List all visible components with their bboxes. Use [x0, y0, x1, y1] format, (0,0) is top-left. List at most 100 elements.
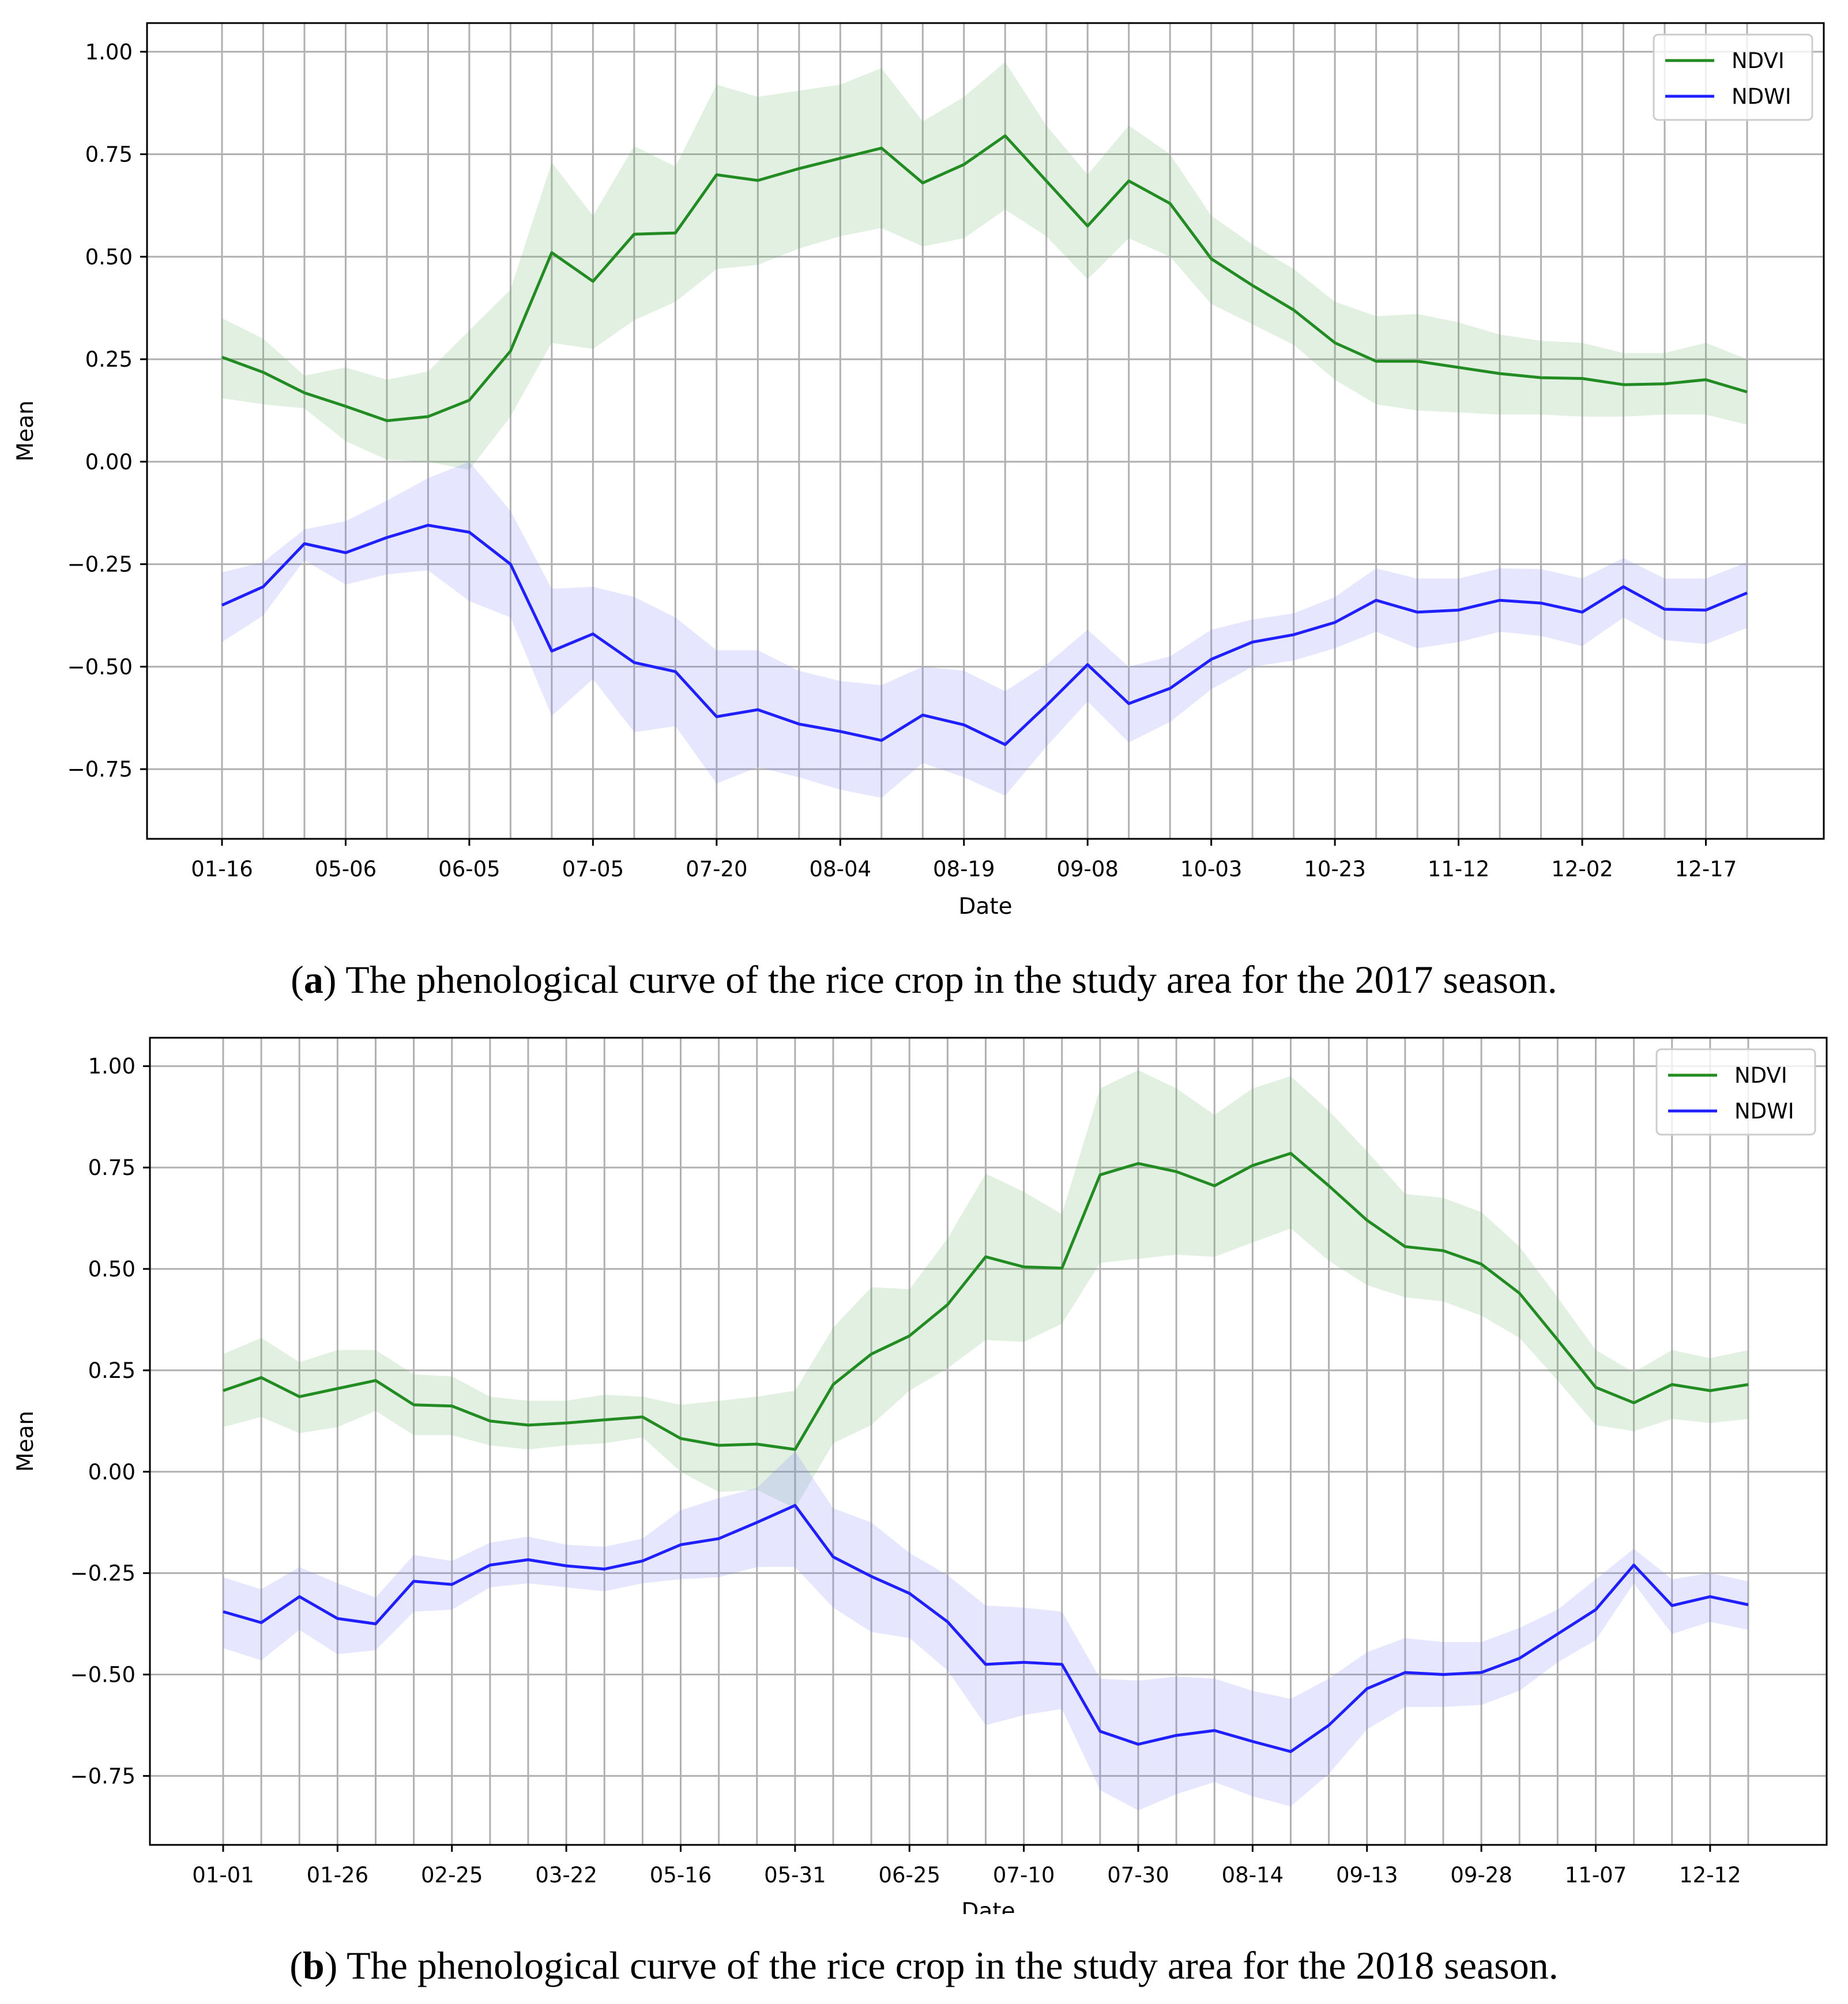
ndwi-confidence-band [223, 1451, 1748, 1811]
x-tick-label: 12-12 [1679, 1863, 1741, 1888]
ndvi-point [1328, 1185, 1329, 1186]
ndvi-point [261, 1377, 262, 1378]
ndvi-point [1252, 1165, 1253, 1166]
ndvi-point [1443, 1250, 1444, 1251]
ndwi-series-line [223, 1504, 1749, 1753]
caption-b: (b) The phenological curve of the rice c… [0, 1943, 1848, 1988]
y-tick-label: −0.75 [67, 757, 133, 782]
legend-box [1653, 33, 1813, 121]
x-tick-label: 05-16 [650, 1863, 712, 1888]
y-axis-label: Mean [13, 1411, 39, 1472]
ndwi-point [909, 1593, 910, 1594]
ndvi-confidence-band [222, 62, 1747, 470]
y-tick-label: −0.50 [67, 654, 133, 679]
ndvi-series-line [221, 134, 1748, 423]
ndwi-point [299, 1596, 300, 1597]
ndwi-point [1046, 705, 1047, 706]
ndwi-point [1748, 1604, 1749, 1605]
ndwi-point [1328, 1725, 1329, 1726]
x-tick-label: 09-08 [1056, 857, 1119, 882]
caption-a-open: ( [291, 958, 304, 1001]
y-tick-label: −0.75 [70, 1764, 136, 1788]
caption-a-text: ) The phenological curve of the rice cro… [323, 958, 1557, 1001]
ndvi-point [947, 1304, 948, 1305]
x-tick-label: 07-20 [686, 857, 748, 882]
ndvi-point [1747, 391, 1748, 392]
x-tick-label: 01-01 [192, 1863, 254, 1888]
y-tick-label: 0.25 [88, 1358, 136, 1383]
ndwi-point [223, 1611, 224, 1612]
x-tick-label: 01-16 [191, 857, 253, 882]
y-tick-label: −0.25 [70, 1561, 136, 1586]
y-tick-label: 0.00 [88, 1460, 136, 1485]
ndwi-point [337, 1618, 338, 1619]
ndwi-point [756, 1522, 757, 1523]
ndwi-point [1519, 1658, 1520, 1659]
ndwi-point [871, 1576, 872, 1577]
panel-a: 1.00 0.75 0.50 0.25 0.00 −0.25 −0.50 −0.75 01-16… [0, 22, 1848, 1003]
x-tick-label: 11-12 [1428, 857, 1490, 882]
legend-label-ndwi: NDWI [1734, 1099, 1794, 1124]
y-tick-label: 0.75 [88, 1155, 136, 1180]
ndvi-confidence-band [223, 1070, 1748, 1509]
ndvi-point [1005, 135, 1006, 136]
legend-label-ndvi: NDVI [1734, 1063, 1787, 1088]
caption-a: (a) The phenological curve of the rice c… [0, 957, 1848, 1003]
ndvi-point [1519, 1293, 1520, 1294]
x-axis-label: Date [961, 1898, 1015, 1914]
ndvi-point [1458, 367, 1459, 368]
ndwi-point [263, 586, 264, 587]
ndwi-confidence-band [222, 461, 1747, 798]
ndvi-point [413, 1404, 414, 1405]
x-tick-label: 06-25 [878, 1863, 940, 1888]
ndwi-point [1481, 1672, 1482, 1673]
ndwi-point [1252, 1741, 1253, 1742]
ndvi-series-line [223, 1152, 1749, 1451]
y-tick-label: 0.75 [85, 142, 133, 167]
ndwi-point [1623, 586, 1624, 587]
ndwi-point [386, 537, 387, 538]
legend: NDVI NDWI [1653, 33, 1813, 121]
caption-b-open: ( [289, 1943, 303, 1987]
ndvi-point [604, 1419, 605, 1420]
ndwi-point [881, 740, 882, 741]
ndvi-point [985, 1256, 986, 1257]
x-tick-label: 07-30 [1107, 1863, 1169, 1888]
ndvi-point [1087, 225, 1088, 226]
x-tick-label: 01-26 [307, 1863, 369, 1888]
ndvi-point [386, 420, 387, 421]
x-tick-label: 03-22 [535, 1863, 597, 1888]
ndwi-point [840, 731, 841, 732]
y-tick-label: −0.25 [67, 552, 133, 577]
x-tick-label: 07-05 [562, 857, 624, 882]
ndwi-point [528, 1559, 529, 1560]
legend-label-ndwi: NDWI [1732, 84, 1791, 109]
ndvi-point [299, 1396, 300, 1397]
ndvi-point [1595, 1387, 1596, 1388]
ndvi-point [1128, 180, 1129, 181]
ndwi-point [718, 1538, 719, 1539]
ndwi-point [1023, 1662, 1024, 1663]
ndwi-series-line [221, 523, 1748, 746]
ndwi-point [1138, 1744, 1139, 1745]
ndvi-point [840, 158, 841, 159]
x-tick-label: 08-04 [810, 857, 872, 882]
ndwi-point [566, 1565, 567, 1566]
chart-a: 1.00 0.75 0.50 0.25 0.00 −0.25 −0.50 −0.75 01-16… [13, 22, 1825, 920]
legend-label-ndvi: NDVI [1732, 48, 1785, 73]
ndvi-point [1290, 1153, 1291, 1154]
y-tick-label: 1.00 [85, 40, 133, 65]
ndvi-point [337, 1388, 338, 1389]
ndvi-point [1214, 1185, 1215, 1186]
plot-frame [146, 22, 1825, 840]
caption-a-label: a [303, 958, 323, 1001]
grid [150, 1038, 1827, 1845]
ndwi-point [1290, 1751, 1291, 1752]
ndvi-point [1176, 1171, 1177, 1172]
ndwi-point [675, 671, 676, 672]
caption-b-label: b [302, 1943, 325, 1987]
chart-b: 1.00 0.75 0.50 0.25 0.00 −0.25 −0.50 −0.75 01-01… [13, 1037, 1828, 1914]
x-tick-label: 12-17 [1675, 857, 1737, 882]
x-tick-label: 09-13 [1336, 1863, 1398, 1888]
x-tick-label: 07-10 [993, 1863, 1055, 1888]
